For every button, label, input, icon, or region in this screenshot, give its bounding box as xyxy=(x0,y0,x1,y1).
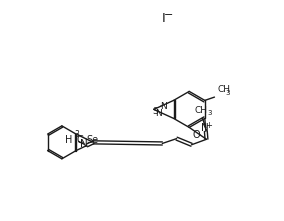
Text: CH: CH xyxy=(217,86,230,94)
Text: Se: Se xyxy=(86,135,98,145)
Text: N: N xyxy=(160,102,167,111)
Text: N: N xyxy=(80,139,88,149)
Text: C: C xyxy=(77,135,83,145)
Text: H: H xyxy=(65,135,72,145)
Text: CH: CH xyxy=(195,106,208,115)
Text: 3: 3 xyxy=(74,130,79,139)
Text: +: + xyxy=(206,121,212,130)
Text: N: N xyxy=(155,109,162,118)
Text: N: N xyxy=(201,123,209,133)
Text: 3: 3 xyxy=(225,90,230,95)
Text: 3: 3 xyxy=(207,110,212,116)
Text: O: O xyxy=(192,130,200,140)
Text: S: S xyxy=(152,107,158,116)
Text: I: I xyxy=(162,12,166,25)
Text: −: − xyxy=(164,10,174,20)
